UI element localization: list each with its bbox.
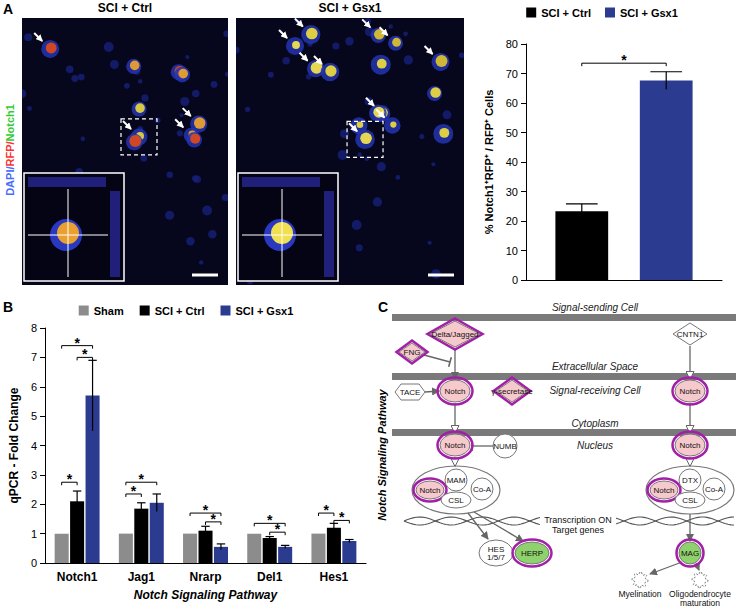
svg-text:5: 5 bbox=[31, 410, 37, 422]
svg-text:*: * bbox=[67, 471, 73, 487]
svg-text:Notch: Notch bbox=[680, 441, 701, 450]
svg-text:HERP: HERP bbox=[521, 549, 543, 558]
svg-text:qPCR - Fold Change: qPCR - Fold Change bbox=[7, 387, 21, 503]
svg-text:Co-A: Co-A bbox=[705, 485, 724, 494]
svg-text:Transcription ONTarget genes: Transcription ONTarget genes bbox=[544, 515, 612, 535]
svg-text:Notch1: Notch1 bbox=[57, 570, 98, 584]
svg-text:Signal-sending Cell: Signal-sending Cell bbox=[552, 302, 639, 313]
svg-text:DAPI/RFP/Notch1: DAPI/RFP/Notch1 bbox=[4, 104, 16, 196]
svg-text:Signal-receiving Cell: Signal-receiving Cell bbox=[549, 385, 641, 396]
svg-text:SCI + Ctrl: SCI + Ctrl bbox=[98, 1, 152, 15]
svg-text:20: 20 bbox=[506, 215, 518, 227]
svg-text:C: C bbox=[378, 299, 388, 315]
svg-text:HES1/5/7: HES1/5/7 bbox=[487, 545, 505, 563]
svg-text:Co-A: Co-A bbox=[473, 485, 492, 494]
svg-text:Notch: Notch bbox=[445, 441, 466, 450]
svg-text:1: 1 bbox=[31, 528, 37, 540]
svg-text:Nrarp: Nrarp bbox=[190, 570, 222, 584]
svg-text:Hes1: Hes1 bbox=[320, 570, 349, 584]
svg-text:Jag1: Jag1 bbox=[128, 570, 156, 584]
svg-text:6: 6 bbox=[31, 381, 37, 393]
svg-text:Extracellular Space: Extracellular Space bbox=[552, 361, 639, 372]
svg-text:*: * bbox=[74, 335, 80, 351]
svg-text:*: * bbox=[339, 509, 345, 525]
svg-text:SCI + Gsx1: SCI + Gsx1 bbox=[235, 305, 293, 317]
svg-text:50: 50 bbox=[506, 127, 518, 139]
svg-text:70: 70 bbox=[506, 68, 518, 80]
svg-text:0: 0 bbox=[512, 274, 518, 286]
svg-text:40: 40 bbox=[506, 156, 518, 168]
svg-text:30: 30 bbox=[506, 186, 518, 198]
svg-text:0: 0 bbox=[31, 557, 37, 569]
svg-text:*: * bbox=[211, 511, 217, 527]
svg-text:*: * bbox=[323, 502, 329, 518]
svg-text:*: * bbox=[139, 471, 145, 487]
svg-text:*: * bbox=[203, 502, 209, 518]
svg-text:FNG: FNG bbox=[404, 348, 421, 357]
svg-text:Notch: Notch bbox=[680, 387, 701, 396]
svg-text:60: 60 bbox=[506, 97, 518, 109]
svg-text:Notch: Notch bbox=[445, 387, 466, 396]
svg-text:80: 80 bbox=[506, 38, 518, 50]
svg-text:*: * bbox=[621, 52, 627, 68]
svg-text:*: * bbox=[267, 512, 273, 528]
svg-text:Del1: Del1 bbox=[257, 570, 283, 584]
svg-text:Cytoplasm: Cytoplasm bbox=[571, 418, 618, 429]
svg-text:B: B bbox=[3, 299, 13, 315]
svg-text:MAG: MAG bbox=[681, 549, 699, 558]
svg-text:8: 8 bbox=[31, 322, 37, 334]
svg-text:CSL: CSL bbox=[448, 496, 464, 505]
svg-text:MAM: MAM bbox=[447, 476, 466, 485]
svg-text:Notch Signaling Pathway: Notch Signaling Pathway bbox=[134, 588, 279, 602]
svg-text:Delta/Jagged: Delta/Jagged bbox=[431, 330, 478, 339]
svg-text:SCI + Ctrl: SCI + Ctrl bbox=[541, 7, 591, 19]
svg-text:Myelination: Myelination bbox=[619, 589, 662, 599]
svg-text:NUMB: NUMB bbox=[493, 442, 517, 451]
svg-text:*: * bbox=[82, 346, 88, 362]
svg-text:*: * bbox=[131, 483, 137, 499]
svg-text:SCI + Ctrl: SCI + Ctrl bbox=[155, 305, 205, 317]
svg-text:SCI + Gsx1: SCI + Gsx1 bbox=[318, 1, 381, 15]
svg-text:% Notch1⁺RFP⁺ / RFP⁺ Cells: % Notch1⁺RFP⁺ / RFP⁺ Cells bbox=[483, 90, 495, 235]
svg-text:2: 2 bbox=[31, 498, 37, 510]
svg-text:Notch: Notch bbox=[420, 486, 441, 495]
svg-text:SCI + Gsx1: SCI + Gsx1 bbox=[620, 7, 678, 19]
svg-text:DTX: DTX bbox=[682, 476, 699, 485]
svg-text:Notch Signaling Pathway: Notch Signaling Pathway bbox=[376, 388, 388, 520]
svg-text:Oligodendrocytematuration: Oligodendrocytematuration bbox=[669, 589, 731, 608]
svg-text:*: * bbox=[275, 521, 281, 537]
svg-text:Nucleus: Nucleus bbox=[577, 440, 613, 451]
svg-text:γ-secretase: γ-secretase bbox=[491, 387, 533, 396]
svg-text:A: A bbox=[3, 1, 13, 17]
svg-text:10: 10 bbox=[506, 245, 518, 257]
svg-text:Sham: Sham bbox=[94, 305, 124, 317]
svg-text:Notch: Notch bbox=[654, 486, 675, 495]
svg-text:7: 7 bbox=[31, 351, 37, 363]
svg-text:CNTN1: CNTN1 bbox=[677, 330, 704, 339]
svg-text:TACE: TACE bbox=[400, 388, 421, 397]
svg-text:3: 3 bbox=[31, 469, 37, 481]
svg-text:CSL: CSL bbox=[682, 496, 698, 505]
svg-text:4: 4 bbox=[31, 440, 37, 452]
